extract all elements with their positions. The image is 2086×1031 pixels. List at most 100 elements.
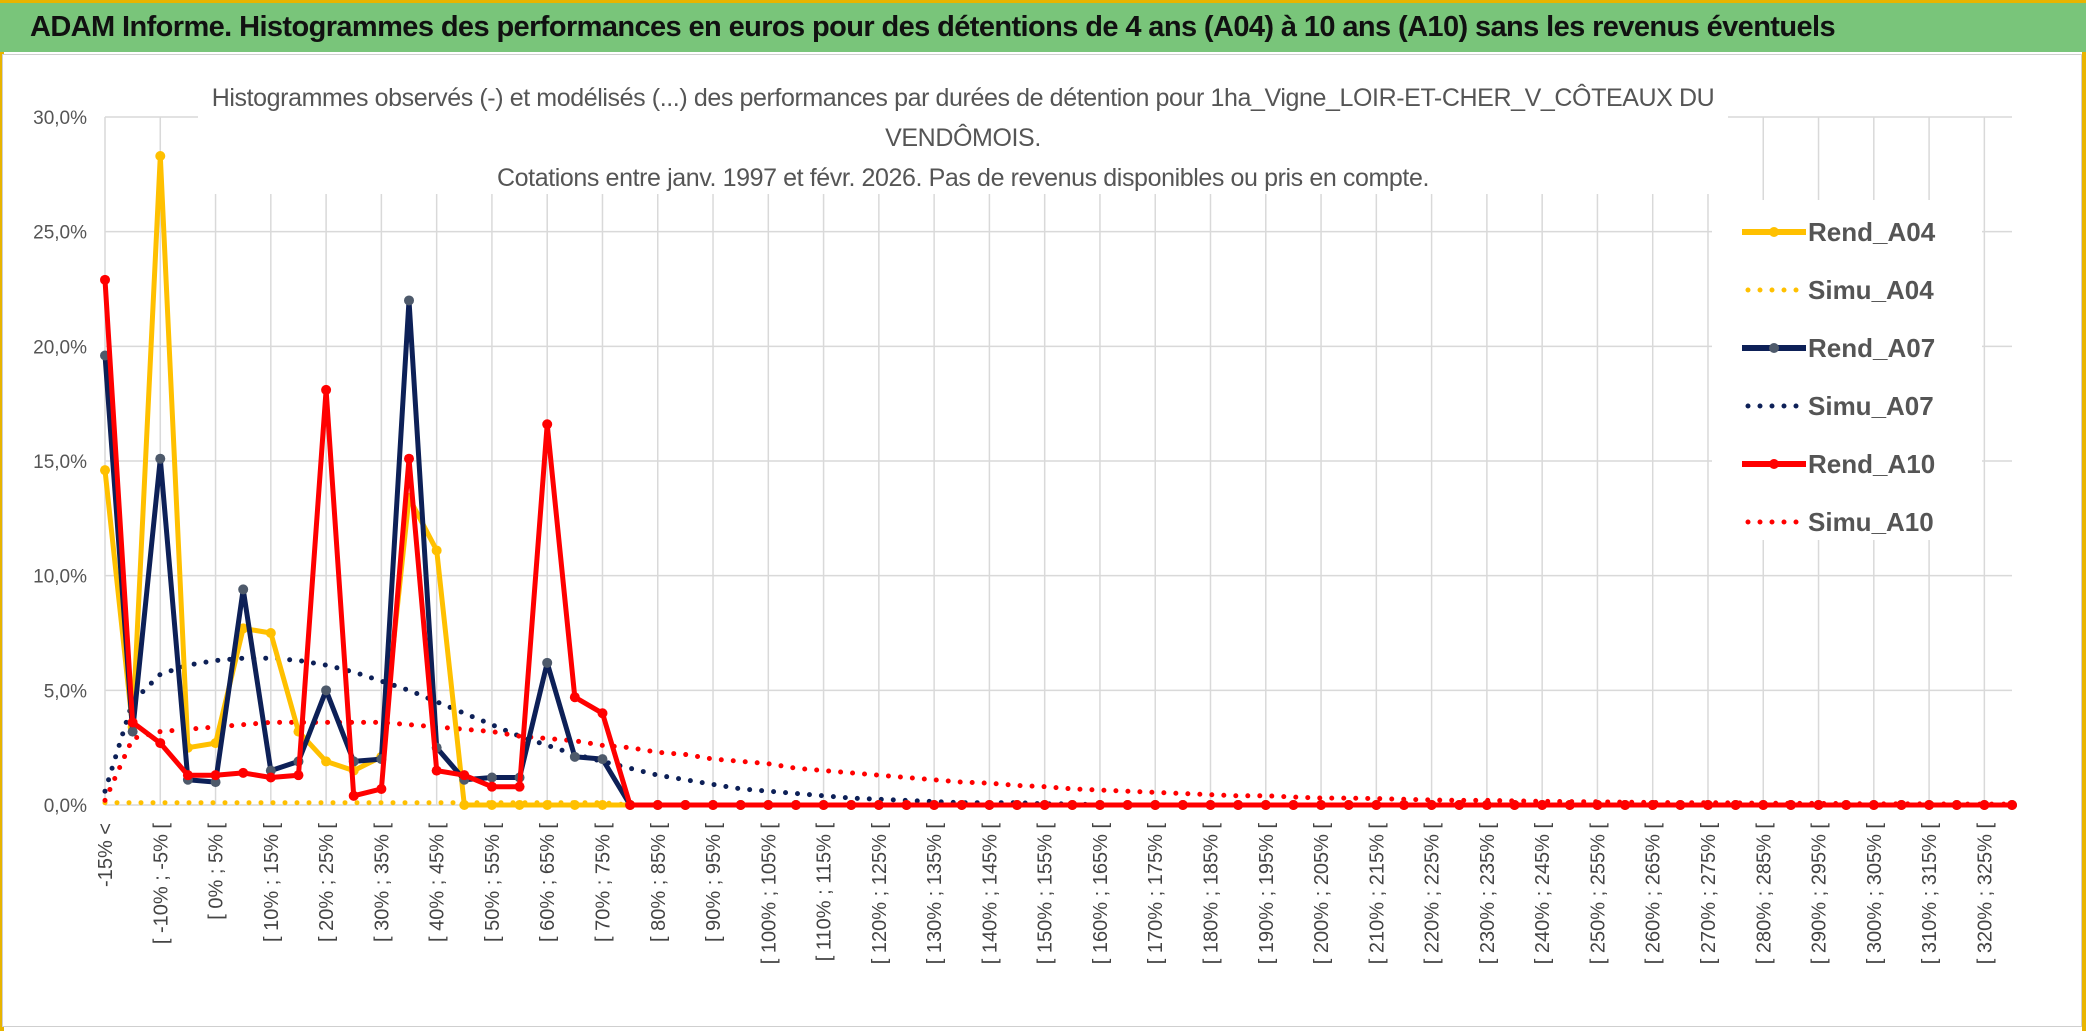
data-point (569, 692, 580, 703)
x-tick-label: [ 150% ; 155% [ (1035, 823, 1057, 965)
data-point (1785, 800, 1796, 810)
x-tick-label: [ 260% ; 265% [ (1643, 823, 1665, 965)
legend-marker (1769, 459, 1779, 469)
data-point (376, 783, 387, 794)
data-point (708, 800, 719, 810)
data-point (1924, 800, 1935, 810)
x-tick-label: [ 70% ; 75% [ (592, 823, 614, 942)
x-tick-label: [ 50% ; 55% [ (482, 823, 504, 942)
data-point (1454, 800, 1465, 810)
data-point (293, 770, 304, 781)
data-point (1896, 800, 1907, 810)
y-tick-label: 20,0% (33, 337, 87, 358)
data-point (1841, 800, 1852, 810)
data-point (210, 738, 221, 749)
data-point (1371, 800, 1382, 810)
x-tick-label: [ 110% ; 115% [ (814, 823, 836, 962)
data-point (348, 790, 359, 801)
data-point (1702, 800, 1713, 810)
x-tick-label: [ 300% ; 305% [ (1864, 823, 1886, 965)
y-tick-label: 10,0% (33, 567, 87, 588)
data-point (1675, 800, 1686, 810)
series-line-simu-a10 (102, 719, 2015, 807)
x-tick-label: -15% < (95, 823, 117, 887)
data-point (404, 295, 415, 306)
x-tick-label: [ 220% ; 225% [ (1422, 823, 1444, 965)
series-simu-a10 (102, 719, 2015, 807)
data-point (625, 800, 636, 810)
data-point (1537, 800, 1548, 810)
chart-title-line-1: Histogrammes observés (-) et modélisés (… (212, 83, 1715, 112)
x-tick-label: [ 250% ; 255% [ (1587, 823, 1609, 965)
data-point (1067, 800, 1078, 810)
data-point (1233, 800, 1244, 810)
x-tick-label: [ 100% ; 105% [ (758, 823, 780, 965)
data-point (1564, 800, 1575, 810)
data-point (846, 800, 857, 810)
legend-label: Simu_A10 (1808, 507, 1934, 537)
data-point (486, 800, 497, 810)
x-tick-label: [ 230% ; 235% [ (1477, 823, 1499, 965)
legend: Rend_A04 Simu_A04 Rend_A07 Simu_A07 Rend_A10… (1712, 200, 1982, 540)
data-point (321, 685, 332, 696)
data-point (1122, 800, 1133, 810)
x-tick-label: [ 120% ; 125% [ (869, 823, 891, 965)
data-point (1012, 800, 1023, 810)
data-point (127, 717, 138, 728)
x-tick-label: [ 60% ; 65% [ (537, 823, 559, 942)
data-point (1592, 800, 1603, 810)
x-tick-label: [ -10% ; -5% [ (150, 823, 172, 945)
data-point (984, 800, 995, 810)
legend-label: Rend_A10 (1808, 449, 1935, 479)
data-point (431, 765, 442, 776)
data-point (1150, 800, 1161, 810)
legend-item-rend-a04: Rend_A04 (1742, 217, 1936, 247)
y-tick-label: 5,0% (44, 681, 87, 702)
y-axis: 0,0% 5,0% 10,0% 15,0% 20,0% 25,0% 30,0% (33, 108, 87, 817)
series-lines (100, 150, 2017, 810)
x-tick-label: [ 240% ; 245% [ (1532, 823, 1554, 965)
x-axis: -15% < [ -10% ; -5% [[ 0% ; 5% [[ 10% ; 1… (95, 823, 1996, 965)
data-point (100, 274, 110, 285)
legend-item-simu-a04: Simu_A04 (1745, 275, 1934, 305)
data-point (265, 765, 276, 776)
data-point (1509, 800, 1520, 810)
data-point (404, 453, 415, 464)
report-title: ADAM Informe. Histogrammes des performan… (30, 11, 1836, 43)
data-point (569, 800, 580, 810)
data-point (790, 800, 801, 810)
data-point (1177, 800, 1188, 810)
data-point (542, 419, 553, 430)
data-point (265, 772, 276, 783)
x-tick-label: [ 90% ; 95% [ (703, 823, 725, 942)
data-point (2007, 800, 2017, 810)
x-tick-label: [ 190% ; 195% [ (1256, 823, 1278, 965)
data-point (1758, 800, 1769, 810)
legend-background (1712, 200, 1982, 540)
data-point (155, 738, 166, 749)
data-point (763, 800, 774, 810)
x-tick-label: [ 280% ; 285% [ (1753, 823, 1775, 965)
x-tick-label: [ 200% ; 205% [ (1311, 823, 1333, 965)
series-rend-a10 (100, 274, 2017, 810)
data-point (127, 726, 138, 737)
x-tick-label: [ 0% ; 5% [ (206, 823, 228, 920)
data-point (735, 800, 746, 810)
data-point (597, 708, 608, 719)
legend-item-simu-a07: Simu_A07 (1745, 391, 1934, 421)
data-point (1868, 800, 1879, 810)
legend-item-rend-a07: Rend_A07 (1742, 333, 1935, 363)
data-point (486, 781, 497, 792)
data-point (542, 657, 553, 668)
data-point (680, 800, 691, 810)
x-tick-label: [ 290% ; 295% [ (1809, 823, 1831, 965)
legend-item-rend-a10: Rend_A10 (1742, 449, 1935, 479)
y-tick-label: 30,0% (33, 108, 87, 129)
data-point (514, 781, 525, 792)
legend-label: Simu_A04 (1808, 275, 1934, 305)
x-tick-label: [ 20% ; 25% [ (316, 823, 338, 942)
data-point (1205, 800, 1216, 810)
chart-title: Histogrammes observés (-) et modélisés (… (198, 76, 1728, 194)
data-point (1260, 800, 1271, 810)
